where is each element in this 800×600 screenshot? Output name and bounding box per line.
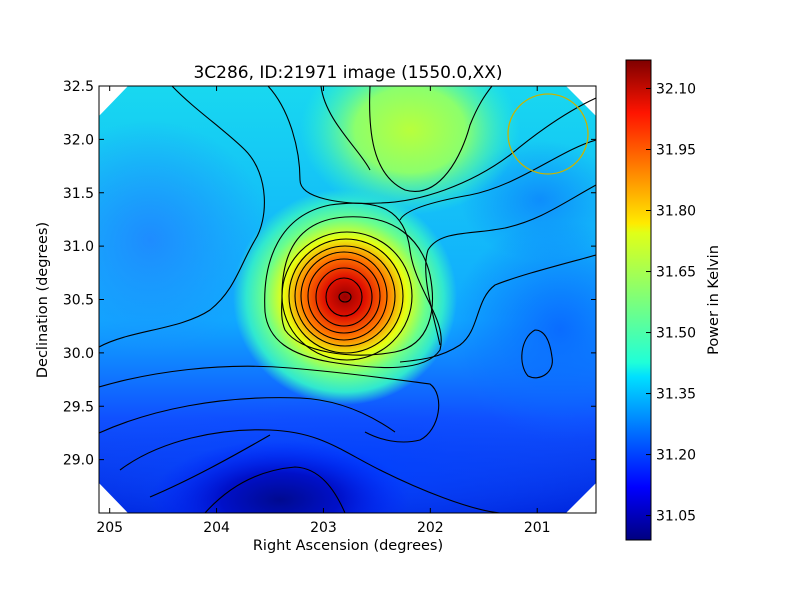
- y-tick-label: 31.5: [63, 186, 94, 202]
- chart-title: 3C286, ID:21971 image (1550.0,XX): [193, 63, 502, 83]
- contour-lower-5: [204, 466, 346, 513]
- colorbar-tick-label: 31.35: [656, 387, 696, 403]
- contour-mid-1: [267, 86, 596, 204]
- contour-local-min: [521, 329, 553, 379]
- x-axis-label: Right Ascension (degrees): [253, 538, 443, 554]
- contour-lines: [99, 86, 596, 513]
- x-tick-label: 202: [417, 520, 444, 536]
- colorbar-tick-label: 31.05: [656, 509, 696, 525]
- x-axis-ticks: 205 204 203 202 201: [96, 86, 551, 536]
- colorbar-tick-label: 31.20: [656, 448, 696, 464]
- contour-right-3: [399, 254, 596, 363]
- y-axis-label: Declination (degrees): [35, 222, 51, 378]
- x-tick-label: 201: [524, 520, 551, 536]
- colorbar-tick-label: 32.10: [656, 81, 696, 97]
- colorbar-tick-label: 31.80: [656, 204, 696, 220]
- y-tick-label: 29.0: [63, 453, 94, 469]
- heatmap-image: [99, 86, 596, 513]
- contour-peak-7: [288, 238, 404, 354]
- beam-marker-circle: [507, 93, 589, 175]
- contour-peak-3: [315, 267, 373, 327]
- contour-peak-6: [294, 245, 396, 347]
- contour-mid-2: [320, 86, 371, 171]
- x-tick-label: 205: [96, 520, 123, 536]
- colorbar-tick-label: 31.95: [656, 142, 696, 158]
- colorbar-tick-label: 31.65: [656, 265, 696, 281]
- y-axis-ticks: 29.0 29.5 30.0 30.5 31.0 31.5 32.0 32.5: [63, 79, 596, 469]
- contour-lower-2: [99, 397, 396, 434]
- contour-peak-2: [325, 277, 363, 317]
- contour-right-2: [425, 184, 596, 346]
- x-tick-label: 204: [203, 520, 230, 536]
- contour-right-1: [399, 139, 596, 221]
- y-tick-label: 32.5: [63, 79, 94, 95]
- y-tick-label: 31.0: [63, 239, 94, 255]
- y-tick-label: 29.5: [63, 399, 94, 415]
- contour-peak-5: [300, 251, 388, 341]
- contour-lower-1: [99, 365, 440, 443]
- contour-peak-4: [307, 258, 381, 334]
- contour-peak-1: [338, 291, 352, 303]
- contour-lower-3: [119, 429, 501, 513]
- contour-lower-4: [149, 434, 271, 498]
- y-tick-label: 30.5: [63, 293, 94, 309]
- contour-north: [369, 86, 493, 192]
- colorbar: [625, 59, 652, 541]
- contour-upper-left: [99, 86, 265, 348]
- y-tick-label: 32.0: [63, 132, 94, 148]
- colorbar-tick-label: 31.50: [656, 326, 696, 342]
- colorbar-label: Power in Kelvin: [706, 245, 722, 355]
- contour-peak-10: [264, 202, 442, 369]
- x-tick-label: 203: [310, 520, 337, 536]
- colorbar-ticks: 31.05 31.20 31.35 31.50 31.65 31.80 31.95 32.10: [646, 81, 696, 525]
- y-tick-label: 30.0: [63, 346, 94, 362]
